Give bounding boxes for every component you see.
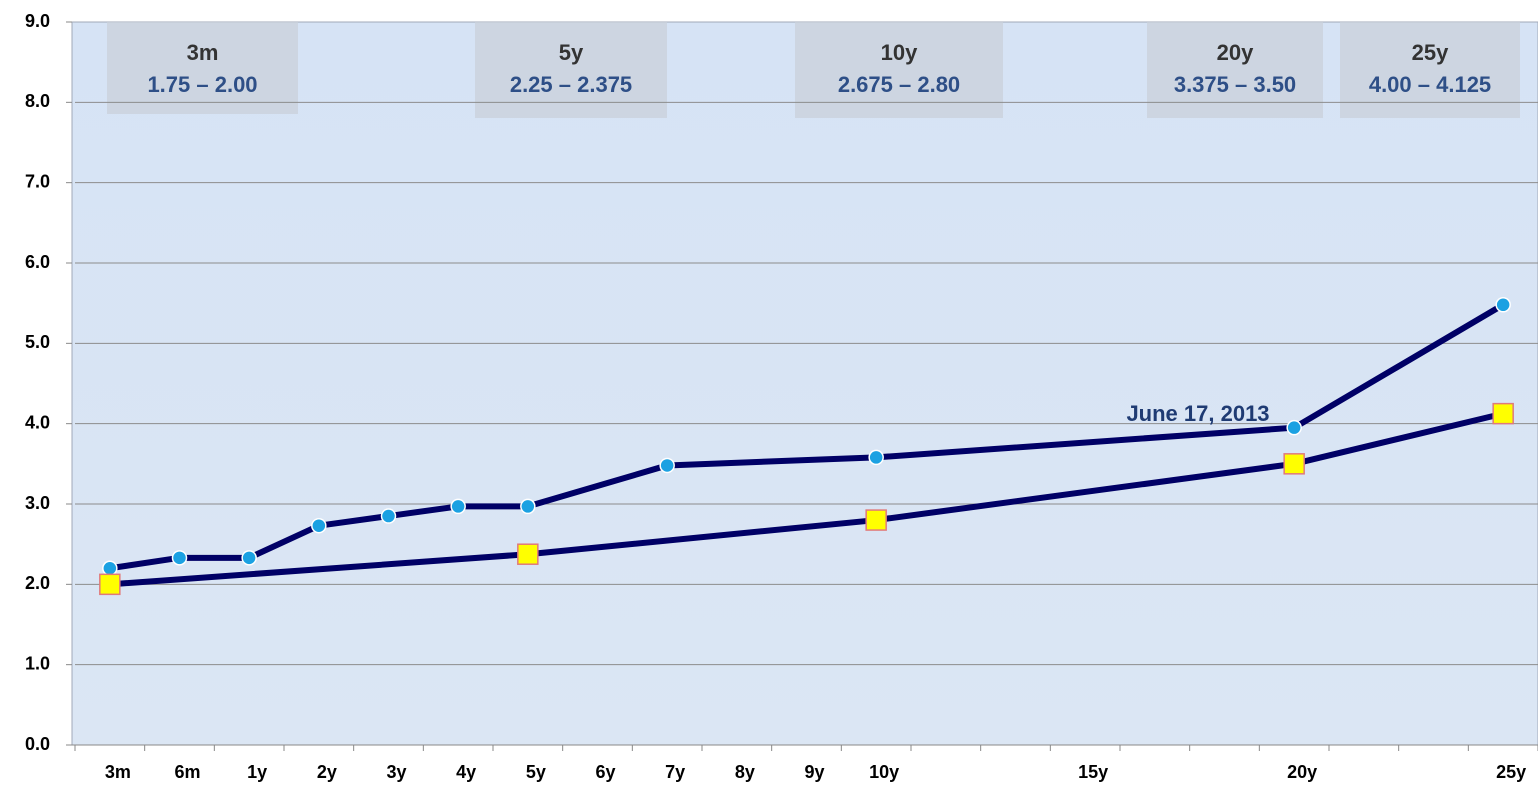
range-tenor: 10y [881,40,918,65]
x-tick-label: 9y [804,762,824,782]
range-tenor: 5y [559,40,584,65]
x-tick-label: 8y [735,762,755,782]
range-value: 4.00 – 4.125 [1369,72,1491,97]
range-box [107,22,298,114]
range-box [475,22,667,118]
plot-area [71,21,1538,746]
y-tick-label: 4.0 [25,412,50,432]
x-tick-label: 10y [869,762,899,782]
point-marker [1286,419,1302,436]
x-tick-label: 15y [1078,762,1108,782]
range-value: 2.675 – 2.80 [838,72,960,97]
y-tick-label: 6.0 [25,252,50,272]
x-tick-label: 5y [526,762,546,782]
annotation: June 17, 2013 [1126,401,1269,426]
point-marker [450,498,466,515]
x-tick-label: 3m [105,762,131,782]
y-tick-label: 7.0 [25,171,50,191]
range-box [795,22,1003,118]
range-tenor: 25y [1412,40,1449,65]
x-tick-label: 20y [1287,762,1317,782]
point-marker [659,457,675,474]
y-tick-label: 0.0 [25,734,50,754]
x-tick-label: 1y [247,762,267,782]
point-marker [517,543,539,565]
point-marker [868,449,884,466]
point-marker [380,508,397,524]
point-marker [1495,297,1511,313]
range-value: 2.25 – 2.375 [510,72,632,97]
range-tenor: 20y [1217,40,1254,65]
y-tick-label: 1.0 [25,653,50,673]
x-tick-label: 7y [665,762,685,782]
range-box [1340,22,1520,118]
x-tick-label: 6m [174,762,200,782]
point-marker [520,498,536,515]
x-tick-label: 25y [1496,762,1526,782]
range-box [1147,22,1323,118]
point-marker [311,517,327,534]
x-tick-label: 3y [386,762,406,782]
y-tick-label: 2.0 [25,573,50,593]
x-tick-label: 2y [317,762,337,782]
point-marker [171,550,188,566]
point-marker [102,560,118,577]
point-marker [1492,402,1514,425]
range-tenor: 3m [187,40,219,65]
y-tick-label: 9.0 [25,11,50,31]
point-marker [865,509,887,531]
x-tick-label: 6y [595,762,615,782]
y-tick-label: 5.0 [25,332,50,352]
x-tick-label: 4y [456,762,476,782]
range-value: 1.75 – 2.00 [147,72,257,97]
point-marker [1283,453,1305,475]
point-marker [99,573,121,596]
point-marker [241,550,257,566]
y-tick-label: 8.0 [25,91,50,111]
y-tick-label: 3.0 [25,493,50,513]
range-value: 3.375 – 3.50 [1174,72,1296,97]
